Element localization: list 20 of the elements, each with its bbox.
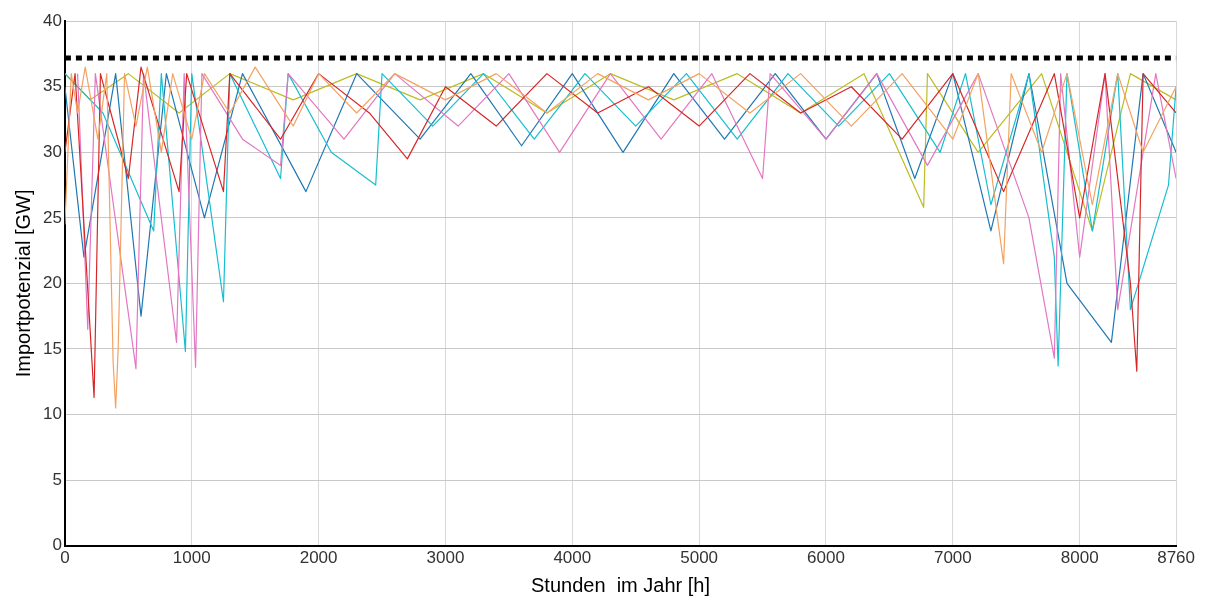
y-tick-label: 10 <box>42 404 62 424</box>
y-tick-label: 20 <box>42 273 62 293</box>
y-tick-label: 30 <box>42 141 62 161</box>
x-tick-label: 7000 <box>933 548 972 568</box>
y-tick-label: 35 <box>42 76 62 96</box>
y-axis-title: Importpotenzial [GW] <box>11 189 34 378</box>
x-tick-label: 2000 <box>299 548 338 568</box>
y-tick-label: 40 <box>42 10 62 30</box>
x-tick-label: 1000 <box>172 548 211 568</box>
y-tick-label: 0 <box>52 535 62 555</box>
x-tick-label: 8760 <box>1157 548 1195 568</box>
y-tick-label: 25 <box>42 207 62 227</box>
x-axis-title: Stunden im Jahr [h] <box>531 573 710 596</box>
x-tick-label: 5000 <box>680 548 719 568</box>
y-tick-label: 15 <box>42 338 62 358</box>
x-tick-label: 8000 <box>1060 548 1099 568</box>
x-tick-label: 6000 <box>807 548 845 568</box>
x-tick-label: 3000 <box>426 548 465 568</box>
y-tick-label: 5 <box>52 469 62 489</box>
x-tick-label: 4000 <box>553 548 592 568</box>
